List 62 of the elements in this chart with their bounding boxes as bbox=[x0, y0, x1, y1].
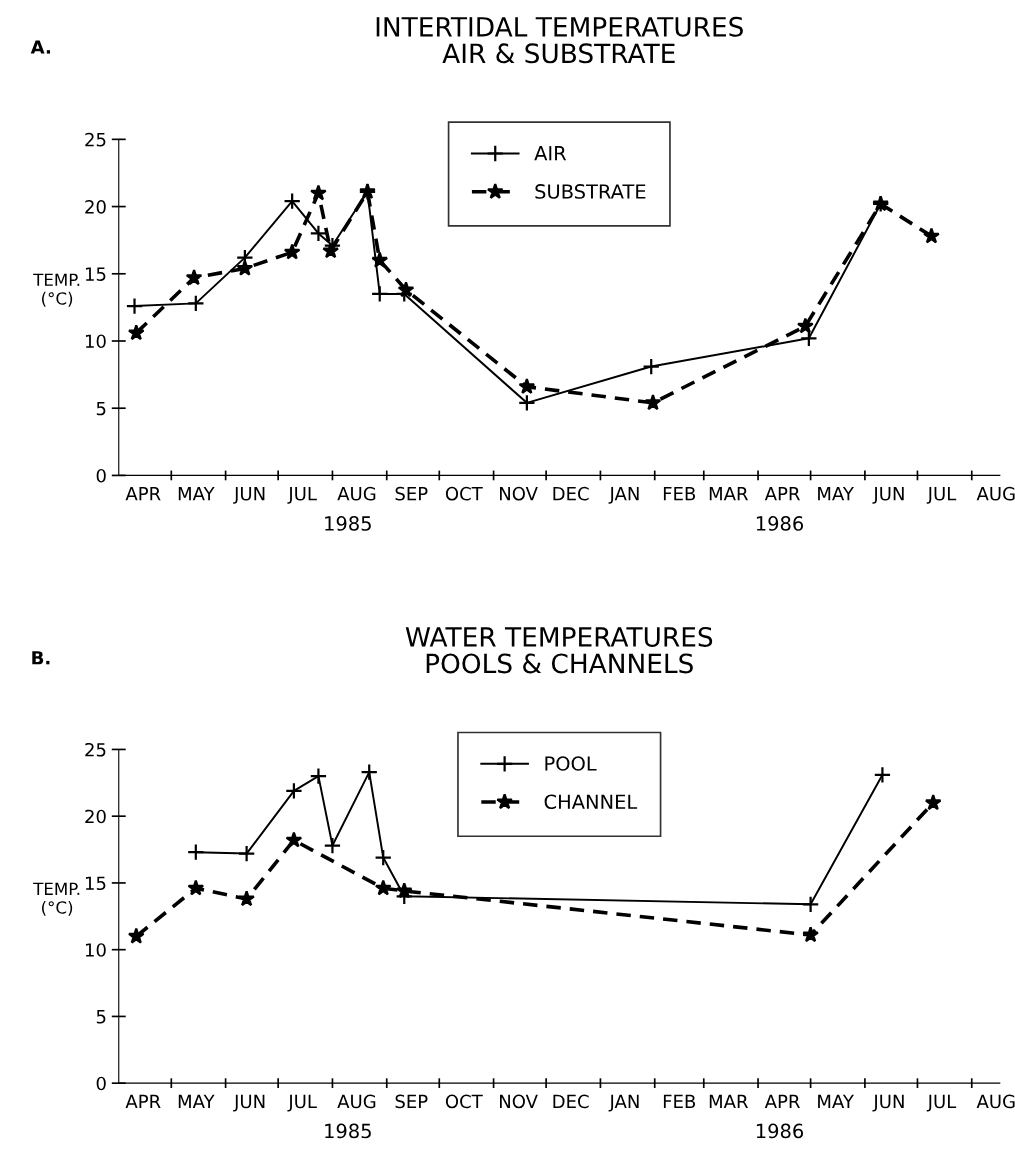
chart-title: INTERTIDAL TEMPERATURES bbox=[376, 16, 743, 37]
x-tick-label: FEB bbox=[663, 1094, 696, 1109]
text: 1986 bbox=[756, 516, 804, 531]
x-tick-label: AUG bbox=[976, 486, 1015, 501]
x-tick-label: MAR bbox=[709, 1094, 749, 1109]
x-tick-label: NOV bbox=[500, 486, 538, 501]
text: 1985 bbox=[325, 516, 371, 531]
y-tick-label: 5 bbox=[96, 401, 106, 416]
legend-label: AIR bbox=[534, 146, 567, 161]
x-tick-label: MAY bbox=[818, 487, 854, 501]
y-axis-title: TEMP. (°C) bbox=[33, 273, 80, 307]
y-tick-label: 20 bbox=[85, 200, 106, 214]
y-tick-label: 0 bbox=[96, 1076, 106, 1091]
chart-title: WATER TEMPERATURES bbox=[405, 626, 713, 647]
x-tick-label: JUL bbox=[287, 487, 317, 504]
x-tick-label: AUG bbox=[337, 486, 376, 501]
text: B. bbox=[32, 651, 50, 665]
y-tick-label: 10 bbox=[85, 334, 106, 349]
x-tick-label: JAN bbox=[608, 1094, 639, 1112]
y-tick-label: 15 bbox=[85, 876, 106, 891]
x-tick-label: OCT bbox=[445, 1094, 483, 1109]
x-tick-label: MAY bbox=[178, 487, 215, 501]
x-tick-label: JUN bbox=[872, 487, 904, 504]
x-tick-label: DEC bbox=[553, 1094, 589, 1109]
x-tick-label: MAY bbox=[818, 1094, 854, 1109]
y-tick-label: 25 bbox=[85, 742, 106, 757]
x-tick-label: FEB bbox=[663, 487, 696, 501]
chart-subtitle: AIR & SUBSTRATE bbox=[442, 43, 675, 64]
x-tick-label: JUL bbox=[287, 1094, 317, 1112]
x-tick-label: APR bbox=[764, 1094, 800, 1109]
x-tick-label: NOV bbox=[500, 1094, 538, 1109]
x-tick-label: APR bbox=[764, 487, 800, 501]
x-tick-label: AUG bbox=[337, 1094, 376, 1109]
text: A. bbox=[30, 40, 50, 54]
x-tick-label: AUG bbox=[976, 1094, 1015, 1109]
x-tick-label: APR bbox=[125, 1094, 161, 1109]
text: 1985 bbox=[325, 1123, 371, 1139]
x-tick-label: JUN bbox=[233, 1094, 265, 1112]
x-tick-label: DEC bbox=[553, 486, 589, 501]
y-axis-title: TEMP. (°C) bbox=[33, 882, 80, 916]
x-tick-label: OCT bbox=[445, 486, 483, 501]
y-tick-label: 20 bbox=[85, 809, 106, 824]
y-tick-label: 25 bbox=[85, 132, 106, 147]
x-tick-label: APR bbox=[125, 487, 161, 501]
x-tick-label: MAR bbox=[709, 487, 749, 501]
legend-label: SUBSTRATE bbox=[535, 184, 646, 199]
y-tick-label: 15 bbox=[85, 267, 106, 281]
chart-subtitle: POOLS & CHANNELS bbox=[426, 653, 693, 674]
x-tick-label: SEP bbox=[395, 486, 428, 501]
y-tick-label: 5 bbox=[96, 1010, 106, 1024]
x-tick-label: SEP bbox=[395, 1094, 428, 1109]
x-tick-label: JUL bbox=[926, 487, 957, 504]
legend-label: CHANNEL bbox=[544, 794, 638, 810]
x-tick-label: JUN bbox=[233, 487, 265, 504]
x-tick-label: JUL bbox=[926, 1094, 957, 1112]
x-tick-label: MAY bbox=[178, 1094, 215, 1109]
x-tick-label: JAN bbox=[608, 487, 639, 504]
x-tick-label: JUN bbox=[872, 1094, 904, 1112]
legend-label: POOL bbox=[545, 756, 597, 771]
y-tick-label: 10 bbox=[85, 943, 106, 957]
y-tick-label: 0 bbox=[96, 468, 106, 483]
text: 1986 bbox=[756, 1123, 804, 1139]
